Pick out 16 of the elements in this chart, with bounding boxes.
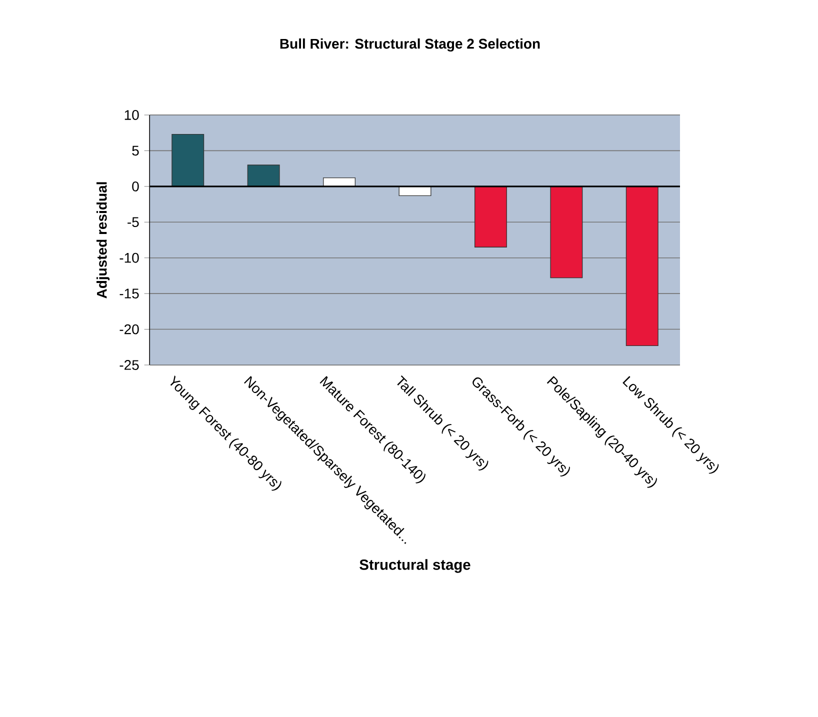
- y-tick-label: -25: [120, 360, 139, 370]
- y-tick-label: 0: [132, 181, 139, 192]
- bar: [474, 186, 507, 248]
- bar: [172, 134, 204, 187]
- y-tick-label: -15: [120, 288, 139, 298]
- bar: [550, 186, 583, 278]
- y-tick-label: -20: [120, 324, 139, 334]
- chart-title: Bull River: Structural Stage 2 Selection: [280, 38, 540, 52]
- y-tick-label: -5: [128, 217, 139, 228]
- y-tick-label: 10: [124, 110, 139, 120]
- y-tick-label: 5: [132, 146, 139, 156]
- bar: [247, 164, 280, 187]
- y-tick-label: -10: [120, 252, 139, 263]
- bar: [626, 186, 658, 346]
- y-axis-title: Adjusted residual: [96, 182, 110, 298]
- x-axis-title: Structural stage: [360, 559, 470, 573]
